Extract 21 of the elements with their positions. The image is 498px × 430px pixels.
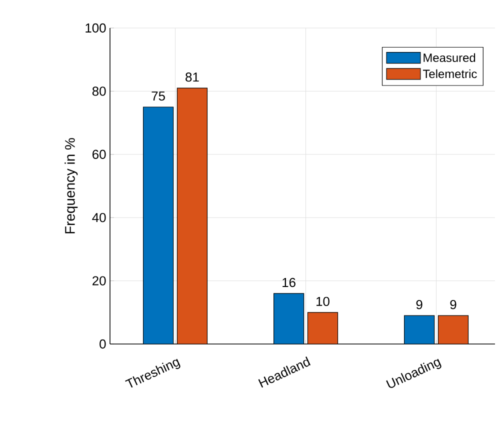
bar — [176, 88, 208, 344]
bar — [307, 312, 338, 344]
data-label: 10 — [316, 296, 330, 306]
data-label: 75 — [152, 92, 165, 101]
legend-label: Telemetric — [422, 69, 477, 78]
y-tick-label: 80 — [92, 86, 106, 96]
legend-label: Measured — [424, 53, 476, 62]
y-tick-label: 100 — [86, 23, 106, 33]
y-tick-label: 20 — [92, 276, 106, 286]
data-label: 81 — [186, 72, 199, 82]
y-axis-title: Frequency in % — [64, 138, 78, 234]
bar — [273, 293, 304, 344]
bar — [404, 315, 435, 344]
data-label: 9 — [416, 300, 422, 310]
bar — [438, 315, 469, 344]
y-tick-label: 0 — [100, 339, 106, 349]
data-label: 16 — [282, 278, 296, 288]
y-tick-label: 40 — [92, 213, 106, 222]
data-label: 9 — [450, 300, 456, 310]
y-tick-label: 60 — [92, 150, 106, 159]
bar — [142, 106, 174, 344]
